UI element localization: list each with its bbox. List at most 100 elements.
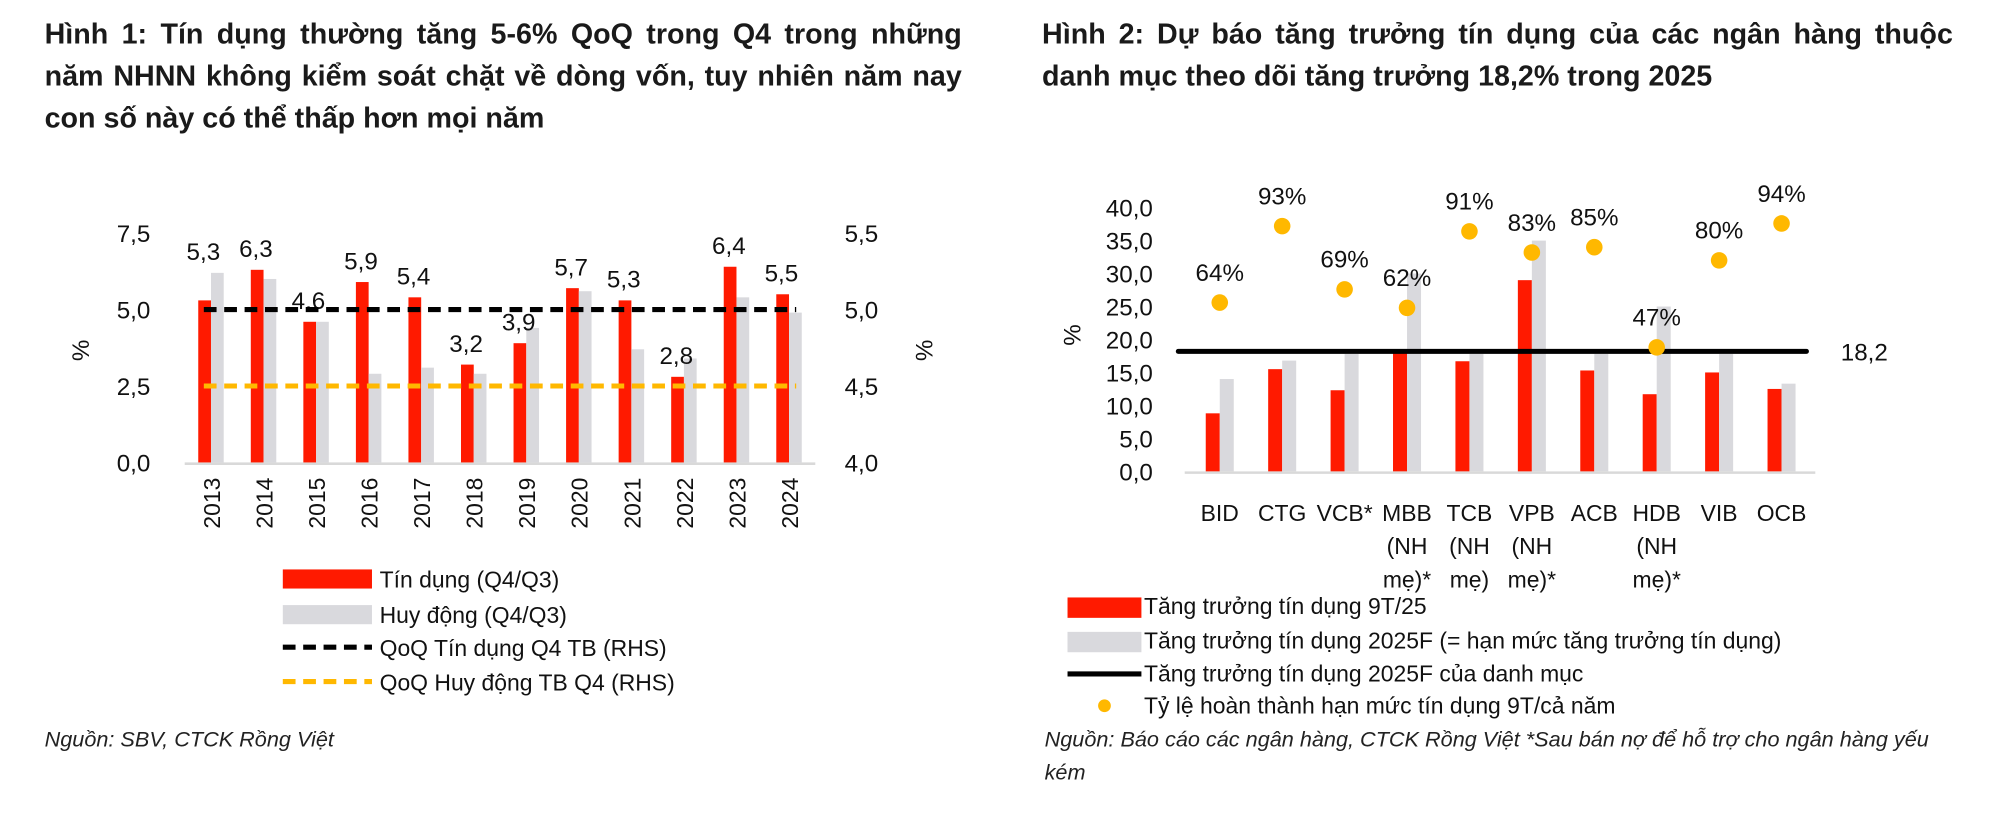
bar-huy-dong [631, 349, 645, 463]
bar-tin-dung [198, 300, 211, 463]
bar-huy-dong [316, 321, 329, 463]
bar-9t25 [1705, 372, 1720, 472]
y-tick-label: 5,0 [1119, 426, 1153, 453]
x-tick-label: mẹ)* [1633, 566, 1681, 592]
legend-swatch-2025f [1067, 631, 1142, 653]
legend-label: Tăng trưởng tín dụng 9T/25 [1144, 593, 1427, 619]
bar-9t25 [1455, 361, 1470, 472]
legend-swatch-9t25 [1067, 597, 1142, 618]
dot-label: 85% [1570, 205, 1618, 232]
bar-tin-dung [303, 321, 317, 463]
bar-huy-dong [263, 278, 277, 463]
bar-9t25 [1580, 370, 1595, 472]
figure1-title: Hình 1: Tín dụng thường tăng 5-6% QoQ tr… [44, 17, 962, 134]
legend-label: Tỷ lệ hoàn thành hạn mức tín dụng 9T/cả … [1144, 692, 1616, 718]
x-tick-label: CTG [1258, 500, 1306, 526]
bar-9t25 [1268, 369, 1283, 472]
bar-tin-dung [566, 288, 579, 463]
x-tick-label: 2016 [357, 478, 383, 529]
y-tick-label: 10,0 [1106, 393, 1153, 420]
x-tick-label: 2024 [777, 477, 803, 528]
dot-label: 94% [1757, 181, 1805, 208]
dot-label: 80% [1695, 218, 1743, 245]
dot-label: 69% [1320, 247, 1368, 274]
y-tick-label: 15,0 [1106, 360, 1153, 387]
x-tick-label: 2020 [567, 478, 593, 529]
y-axis-label: % [1059, 324, 1086, 346]
legend-label: Tăng trưởng tín dụng 2025F của danh mục [1144, 661, 1583, 687]
x-tick-label: VPB [1509, 500, 1555, 526]
bar-tin-dung [671, 376, 684, 463]
bar-2025f [1282, 360, 1297, 472]
data-label: 6,4 [712, 233, 746, 260]
bar-huy-dong [526, 327, 540, 463]
y2-tick-label: 5,0 [845, 297, 879, 324]
data-label: 5,7 [554, 254, 588, 281]
y-tick-label: 30,0 [1106, 261, 1153, 288]
data-label: 5,9 [344, 248, 378, 275]
bar-9t25 [1517, 280, 1532, 472]
x-tick-label: 2013 [199, 478, 225, 529]
bar-2025f [1344, 353, 1359, 472]
x-tick-label: 2015 [304, 478, 330, 529]
dot-label: 62% [1383, 265, 1431, 292]
legend-label: Tín dụng (Q4/Q3) [380, 566, 560, 592]
figure1-source: Nguồn: SBV, CTCK Rồng Việt [44, 727, 334, 752]
bar-2025f [1469, 353, 1484, 472]
bar-tin-dung [723, 266, 737, 463]
figure2-source: Nguồn: Báo cáo các ngân hàng, CTCK Rồng … [1044, 727, 1929, 785]
bar-tin-dung [460, 364, 474, 463]
y-tick-label: 7,5 [117, 221, 151, 248]
bar-2025f [1531, 240, 1546, 472]
completion-dot [1461, 223, 1478, 240]
completion-dot [1648, 339, 1665, 356]
bar-tin-dung [513, 343, 527, 463]
x-tick-label: (NH [1511, 533, 1552, 559]
y-tick-label: 2,5 [117, 374, 151, 401]
x-tick-label: VIB [1701, 500, 1738, 526]
legend-swatch-tin-dung [282, 569, 372, 589]
bar-tin-dung [618, 300, 632, 463]
bar-2025f [1719, 353, 1734, 472]
x-tick-label: ACB [1571, 500, 1618, 526]
y-tick-label: 5,0 [117, 297, 151, 324]
dot-label: 64% [1196, 260, 1244, 287]
x-tick-label: 2023 [724, 478, 750, 529]
y-axis-label: % [68, 340, 95, 362]
bar-2025f [1407, 273, 1422, 472]
dot-label: 83% [1508, 210, 1556, 237]
bar-tin-dung [250, 269, 264, 463]
legend-swatch-completion [1098, 699, 1111, 713]
y2-tick-label: 4,0 [845, 450, 879, 477]
x-tick-label: (NH [1636, 533, 1677, 559]
completion-dot [1586, 238, 1603, 256]
completion-dot [1273, 217, 1291, 235]
bar-9t25 [1642, 394, 1657, 472]
bar-9t25 [1393, 352, 1408, 472]
bar-9t25 [1205, 413, 1220, 472]
legend-swatch-huy-dong [282, 605, 372, 625]
x-tick-label: mẹ)* [1383, 566, 1431, 592]
data-label: 5,4 [397, 264, 431, 291]
data-label: 3,2 [449, 331, 483, 358]
x-tick-label: TCB [1447, 500, 1493, 526]
bar-2025f [1594, 353, 1609, 472]
bar-9t25 [1767, 388, 1782, 472]
completion-dot [1398, 299, 1416, 317]
completion-dot [1773, 215, 1790, 232]
bar-huy-dong [736, 297, 750, 463]
bar-tin-dung [408, 297, 422, 463]
bar-huy-dong [368, 373, 382, 463]
completion-dot [1710, 252, 1728, 269]
completion-dot [1523, 244, 1541, 261]
y-tick-label: 35,0 [1106, 229, 1153, 256]
x-tick-label: VCB* [1317, 500, 1373, 526]
y2-tick-label: 4,5 [845, 374, 879, 401]
bar-tin-dung [776, 294, 790, 463]
bar-9t25 [1330, 390, 1345, 472]
x-tick-label: 2014 [251, 477, 277, 528]
x-tick-label: 2017 [409, 478, 435, 529]
y2-axis-label: % [911, 340, 938, 362]
